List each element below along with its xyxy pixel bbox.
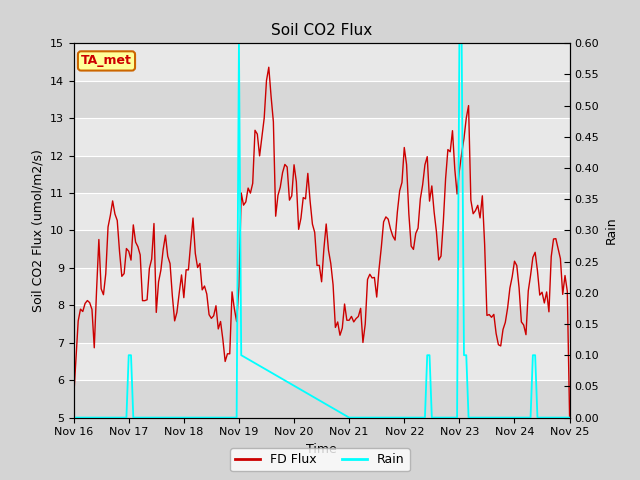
Bar xyxy=(74,268,570,305)
Y-axis label: Rain: Rain xyxy=(605,216,618,244)
Bar xyxy=(74,156,570,193)
Title: Soil CO2 Flux: Soil CO2 Flux xyxy=(271,23,372,38)
Legend: FD Flux, Rain: FD Flux, Rain xyxy=(230,448,410,471)
Text: TA_met: TA_met xyxy=(81,54,132,67)
Bar xyxy=(74,118,570,156)
Y-axis label: Soil CO2 Flux (umol/m2/s): Soil CO2 Flux (umol/m2/s) xyxy=(31,149,44,312)
Bar xyxy=(74,193,570,230)
Bar xyxy=(74,43,570,81)
Bar xyxy=(74,230,570,268)
Bar xyxy=(74,380,570,418)
Bar xyxy=(74,305,570,343)
Bar xyxy=(74,343,570,380)
Bar xyxy=(74,81,570,118)
X-axis label: Time: Time xyxy=(306,443,337,456)
